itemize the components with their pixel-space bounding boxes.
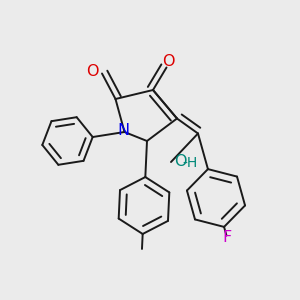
Text: F: F [222, 230, 232, 244]
Text: O: O [86, 64, 98, 79]
Text: -H: -H [182, 156, 198, 170]
Text: O: O [162, 54, 174, 69]
Text: N: N [118, 123, 130, 138]
Text: O: O [175, 154, 187, 169]
